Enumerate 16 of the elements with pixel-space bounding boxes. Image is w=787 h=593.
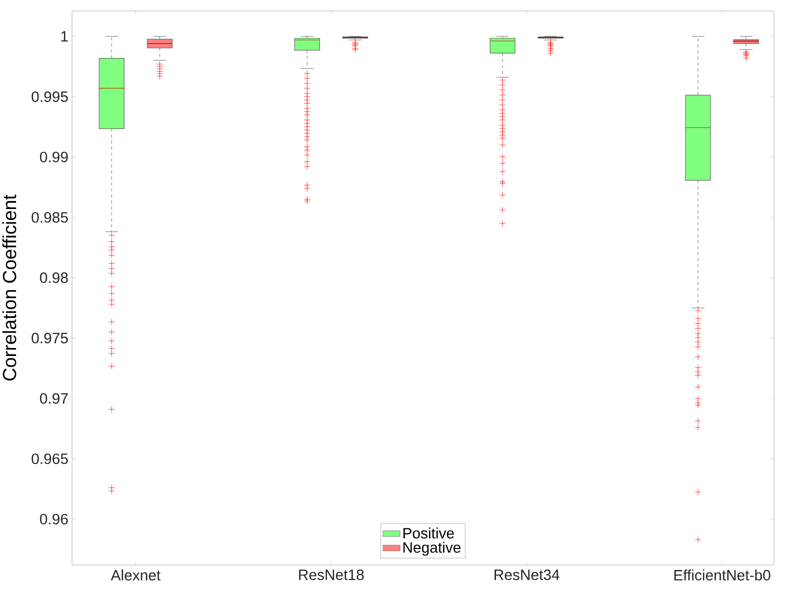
x-tick-label: ResNet34: [494, 570, 560, 580]
y-tick-label: 0.97: [40, 393, 68, 404]
y-axis-title: Correlation Coefficient: [2, 194, 16, 380]
y-tick-label: 1: [61, 31, 68, 42]
y-tick-label: 0.965: [32, 453, 68, 464]
y-tick-label: 0.96: [40, 514, 68, 524]
y-tick-label: 0.99: [40, 152, 68, 162]
x-tick-label: EfficientNet-b0: [674, 570, 770, 580]
x-tick-label: ResNet18: [299, 570, 364, 580]
y-tick-label: 0.975: [32, 332, 68, 344]
legend-label: Positive: [403, 528, 454, 538]
y-tick-label: 0.98: [40, 272, 68, 284]
x-tick-label: Alexnet: [110, 570, 161, 580]
y-tick-label: 0.985: [32, 212, 68, 223]
y-tick-label: 0.995: [32, 91, 68, 102]
legend-label: Negative: [403, 542, 461, 556]
